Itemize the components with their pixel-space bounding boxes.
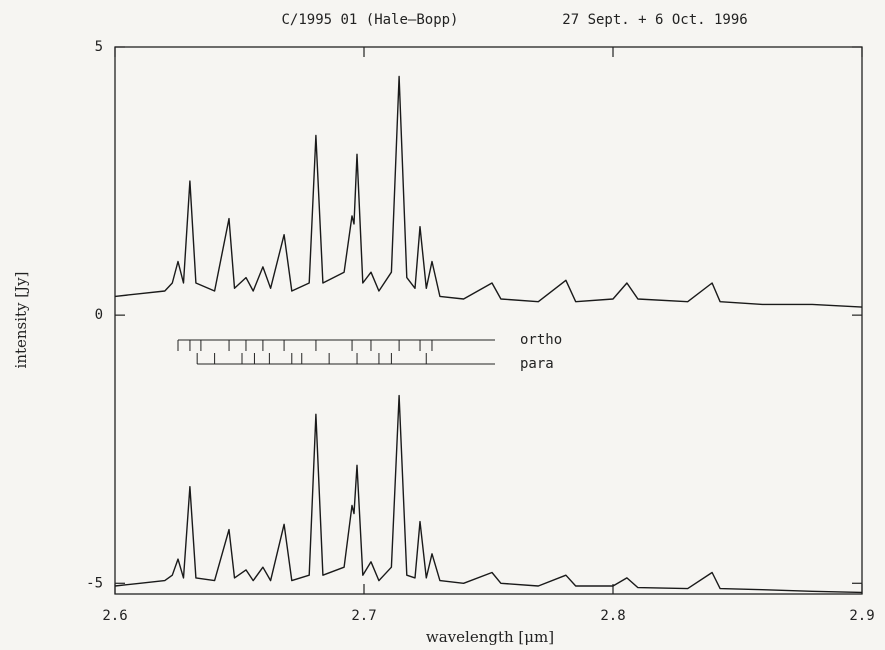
chart-title: C/1995 01 (Hale–Bopp) [281,12,458,28]
x-tick-label: 2.8 [600,608,625,624]
y-axis-label: intensity [Jy] [12,272,30,369]
y-tick-label: 0 [95,307,103,323]
x-tick-label: 2.6 [102,608,127,624]
chart-subtitle: 27 Sept. + 6 Oct. 1996 [562,12,747,28]
spectrum-line [114,394,863,594]
y-tick-label: 5 [95,39,103,55]
x-tick-label: 2.9 [849,608,874,624]
annotation-label: ortho [520,332,562,348]
annotation-label: para [520,356,554,372]
plot-frame [114,46,863,595]
x-tick-label: 2.7 [351,608,376,624]
spectrum-line [114,75,863,308]
y-tick-label: -5 [86,575,103,591]
x-axis-label: wavelength [μm] [426,628,554,646]
